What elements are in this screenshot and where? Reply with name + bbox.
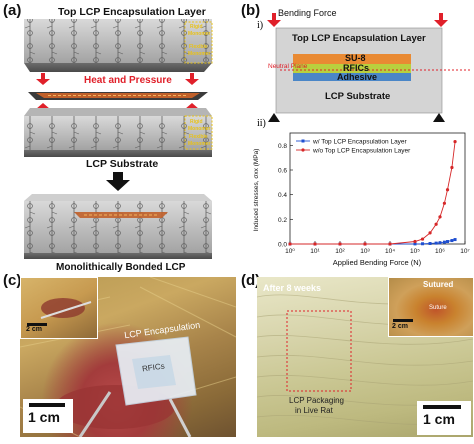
data-point bbox=[438, 215, 442, 219]
data-point bbox=[388, 242, 392, 246]
data-point bbox=[450, 165, 454, 170]
d-packaging-label-2: in Live Rat bbox=[295, 406, 333, 415]
data-point bbox=[428, 231, 432, 235]
panel-a-illustration bbox=[24, 19, 213, 259]
d-inset-scale-bar bbox=[393, 319, 413, 322]
x-tick-label: 10⁵ bbox=[410, 248, 420, 255]
y-tick-label: 0.4 bbox=[278, 192, 287, 199]
b-neutral-label: Neutral Plane bbox=[268, 63, 308, 70]
surgery-photo-detail bbox=[20, 277, 236, 437]
panel-d-letter: (d) bbox=[241, 272, 261, 289]
fur-texture bbox=[257, 294, 473, 425]
c-scale-label: 1 cm bbox=[28, 409, 60, 425]
b-su8-label: SU-8 bbox=[345, 53, 366, 63]
a-heat-label: Heat and Pressure bbox=[84, 75, 172, 86]
top-lcp-slab bbox=[24, 19, 213, 72]
d-weeks-label: After 8 weeks bbox=[263, 283, 322, 293]
d-suture-label: Suture bbox=[429, 305, 447, 311]
y-axis-label: Induced stresses, σxx (MPa) bbox=[253, 149, 260, 232]
d-scale-bar bbox=[423, 405, 461, 409]
data-point bbox=[428, 242, 432, 246]
x-tick-label: 10⁷ bbox=[460, 248, 470, 255]
a-monomer-label-bottom-1: Monomer bbox=[188, 126, 211, 132]
x-tick-label: 10¹ bbox=[310, 248, 320, 255]
x-tick-label: 10⁰ bbox=[285, 248, 295, 255]
data-point bbox=[313, 242, 317, 246]
data-point bbox=[421, 242, 425, 246]
data-point bbox=[434, 241, 438, 245]
bonded-lcp-block bbox=[24, 194, 212, 259]
b-substrate-label: LCP Substrate bbox=[325, 91, 391, 102]
data-point bbox=[442, 201, 447, 205]
x-tick-label: 10² bbox=[335, 248, 345, 255]
data-point bbox=[450, 239, 454, 243]
rfic-layer bbox=[28, 92, 208, 100]
data-point bbox=[445, 188, 450, 192]
surgery-inset-photo: 2 cm bbox=[20, 277, 98, 339]
c-scale-bar bbox=[29, 403, 65, 407]
x-tick-label: 10³ bbox=[360, 248, 370, 255]
panel-b-schematic bbox=[267, 13, 470, 122]
legend-marker bbox=[301, 148, 305, 152]
lcp-substrate-slab bbox=[24, 108, 213, 157]
surgery-photo: 2 cm LCP Encapsulation RFICs 1 cm bbox=[20, 277, 236, 437]
data-point bbox=[338, 242, 342, 246]
a-rigid-label-top: Rigid bbox=[190, 24, 203, 30]
a-flexible-label-bottom: Flexible bbox=[189, 134, 208, 140]
a-substrate-label: LCP Substrate bbox=[86, 158, 159, 170]
legend-label: w/ Top LCP Encapsulation Layer bbox=[312, 138, 408, 145]
d-inset-scale-label: 2 cm bbox=[392, 323, 408, 330]
data-point bbox=[288, 242, 292, 246]
heat-arrows-top bbox=[36, 73, 199, 85]
data-point bbox=[442, 240, 446, 244]
data-point bbox=[413, 239, 417, 244]
sutured-inset-photo: Sutured Suture 2 cm bbox=[388, 277, 473, 337]
b-rfics-label: RFICs bbox=[343, 63, 370, 73]
y-tick-label: 0.8 bbox=[278, 143, 287, 150]
data-point bbox=[453, 140, 457, 144]
b-top-layer-label: Top LCP Encapsulation Layer bbox=[292, 33, 426, 44]
panel-a-letter: (a) bbox=[3, 2, 22, 19]
b-sub-ii: ii) bbox=[257, 118, 266, 129]
d-packaging-label-1: LCP Packaging bbox=[289, 396, 344, 405]
a-top-layer-label: Top LCP Encapsulation Layer bbox=[58, 6, 206, 18]
data-point bbox=[413, 242, 417, 246]
legend-marker bbox=[301, 139, 305, 143]
data-point bbox=[438, 241, 442, 245]
b-bending-label: Bending Force bbox=[278, 8, 337, 18]
a-rigid-label-bottom: Rigid bbox=[190, 119, 203, 125]
x-tick-label: 10⁴ bbox=[385, 248, 395, 255]
panel-b-letter: (b) bbox=[241, 2, 261, 19]
a-monomer-label-top-1: Monomer bbox=[188, 31, 211, 37]
d-sutured-label: Sutured bbox=[423, 280, 454, 289]
y-tick-label: 0.0 bbox=[278, 242, 287, 249]
c-inset-scale-bar bbox=[27, 323, 47, 326]
data-point bbox=[420, 237, 425, 241]
data-point bbox=[363, 242, 367, 246]
stress-chart: 10⁰ 10¹ 10² 10³ 10⁴ 10⁵ 10⁶ 10⁷ 0.0 0.2 0.4 0.6 0.8 w… bbox=[253, 132, 470, 267]
d-scale-label: 1 cm bbox=[423, 411, 455, 427]
rat-fur-photo: After 8 weeks LCP Packaging in Live Rat … bbox=[257, 277, 473, 437]
y-tick-label: 0.6 bbox=[278, 168, 287, 175]
data-point bbox=[446, 240, 450, 244]
data-point bbox=[453, 238, 457, 242]
data-point bbox=[434, 222, 438, 226]
c-inset-scale-label: 2 cm bbox=[26, 326, 42, 333]
x-axis-label: Applied Bending Force (N) bbox=[333, 258, 422, 267]
a-bonded-label: Monolithically Bonded LCP bbox=[56, 262, 186, 273]
legend-label: w/o Top LCP Encapsulation Layer bbox=[312, 147, 411, 154]
y-tick-label: 0.2 bbox=[278, 217, 287, 224]
a-monomer-label-top-2: Monomer bbox=[188, 51, 211, 57]
panel-c-letter: (c) bbox=[3, 272, 22, 289]
b-sub-i: i) bbox=[257, 20, 264, 31]
x-tick-label: 10⁶ bbox=[435, 248, 445, 255]
b-adhesive-label: Adhesive bbox=[337, 72, 378, 82]
process-arrow-icon bbox=[106, 172, 130, 191]
a-monomer-label-bottom-2: Monomer bbox=[188, 141, 211, 147]
a-flexible-label-top: Flexible bbox=[189, 44, 208, 50]
series-line bbox=[290, 141, 456, 245]
